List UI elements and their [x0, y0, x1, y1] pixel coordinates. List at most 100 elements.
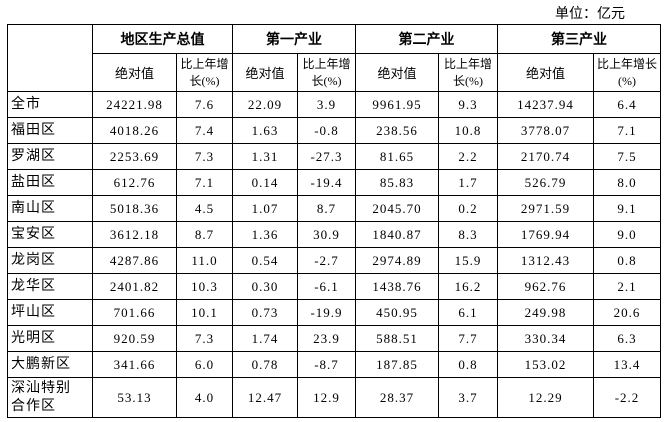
value-cell: -19.4	[297, 169, 356, 196]
value-cell: 8.7	[297, 195, 356, 222]
value-cell: 1769.94	[497, 221, 594, 248]
subheader: 绝对值	[355, 53, 439, 92]
value-cell: 4.5	[176, 195, 233, 222]
data-row: 龙华区 2401.82 10.3 0.30 -6.1 1438.76 16.2 962.76 2…	[7, 273, 661, 300]
value-cell: 0.78	[232, 351, 298, 378]
group-header: 第一产业	[232, 24, 356, 54]
value-cell: 12.47	[232, 377, 298, 418]
value-cell: 1.36	[232, 221, 298, 248]
region-cell: 大鹏新区	[7, 351, 93, 378]
data-row: 盐田区 612.76 7.1 0.14 -19.4 85.83 1.7 526.79 8.0	[7, 169, 661, 196]
value-cell: 3612.18	[92, 221, 177, 248]
data-row: 大鹏新区 341.66 6.0 0.78 -8.7 187.85 0.8 153.02 13.4	[7, 351, 661, 378]
value-cell: 23.9	[297, 325, 356, 352]
value-cell: 85.83	[355, 169, 439, 196]
region-name: 南山区	[11, 200, 56, 216]
value-cell: -2.7	[297, 247, 356, 274]
value-cell: 6.1	[438, 299, 498, 326]
value-cell: 2253.69	[92, 143, 177, 170]
value-cell: 187.85	[355, 351, 439, 378]
value-cell: 7.4	[176, 117, 233, 144]
value-cell: 962.76	[497, 273, 594, 300]
region-cell: 龙华区	[7, 273, 93, 300]
data-row: 宝安区 3612.18 8.7 1.36 30.9 1840.87 8.3 1769.94 9.…	[7, 221, 661, 248]
data-row: 罗湖区 2253.69 7.3 1.31 -27.3 81.65 2.2 2170.74 7.5	[7, 143, 661, 170]
value-cell: 341.66	[92, 351, 177, 378]
region-cell: 龙岗区	[7, 247, 93, 274]
header-row: 地区生产总值 第一产业 第二产业 第三产业	[7, 24, 661, 92]
value-cell: -0.8	[297, 117, 356, 144]
region-name: 宝安区	[11, 226, 56, 242]
value-cell: 1.74	[232, 325, 298, 352]
value-cell: 9961.95	[355, 91, 439, 118]
value-cell: 1.63	[232, 117, 298, 144]
data-row: 龙岗区 4287.86 11.0 0.54 -2.7 2974.89 15.9 1312.43…	[7, 247, 661, 274]
value-cell: 10.3	[176, 273, 233, 300]
value-cell: 4287.86	[92, 247, 177, 274]
value-cell: 8.3	[438, 221, 498, 248]
region-cell: 盐田区	[7, 169, 93, 196]
subheader: 绝对值	[92, 53, 177, 92]
value-cell: 11.0	[176, 247, 233, 274]
value-cell: 3.9	[297, 91, 356, 118]
value-cell: 249.98	[497, 299, 594, 326]
value-cell: 2971.59	[497, 195, 594, 222]
region-cell: 罗湖区	[7, 143, 93, 170]
value-cell: 12.9	[297, 377, 356, 418]
value-cell: 2.2	[438, 143, 498, 170]
value-cell: 238.56	[355, 117, 439, 144]
region-name: 光明区	[11, 330, 56, 346]
value-cell: 7.7	[438, 325, 498, 352]
value-cell: 2170.74	[497, 143, 594, 170]
region-name: 坪山区	[11, 304, 56, 320]
value-cell: 16.2	[438, 273, 498, 300]
value-cell: 0.2	[438, 195, 498, 222]
value-cell: 612.76	[92, 169, 177, 196]
region-cell: 坪山区	[7, 299, 93, 326]
value-cell: 1.7	[438, 169, 498, 196]
value-cell: -8.7	[297, 351, 356, 378]
value-cell: 1840.87	[355, 221, 439, 248]
value-cell: 701.66	[92, 299, 177, 326]
value-cell: 0.30	[232, 273, 298, 300]
value-cell: -27.3	[297, 143, 356, 170]
data-row: 全市 24221.98 7.6 22.09 3.9 9961.95 9.3 14237.94 6…	[7, 91, 661, 118]
value-cell: 0.8	[438, 351, 498, 378]
subheader: 比上年增长(%)	[176, 53, 233, 92]
value-cell: 9.0	[593, 221, 661, 248]
value-cell: 153.02	[497, 351, 594, 378]
value-cell: 12.29	[497, 377, 594, 418]
value-cell: 3.7	[438, 377, 498, 418]
value-cell: 2974.89	[355, 247, 439, 274]
region-name: 龙岗区	[11, 252, 56, 268]
value-cell: 8.0	[593, 169, 661, 196]
subheader-row: 绝对值 比上年增长(%) 绝对值 比上年增长(%) 绝对值 比上年增长(%) 绝对值 比上年增…	[8, 53, 661, 92]
value-cell: 2045.70	[355, 195, 439, 222]
value-cell: 0.54	[232, 247, 298, 274]
unit-label: 单位：亿元	[555, 7, 625, 22]
value-cell: 6.4	[593, 91, 661, 118]
value-cell: 6.0	[176, 351, 233, 378]
value-cell: 330.34	[497, 325, 594, 352]
data-row: 深汕特别合作区 53.13 4.0 12.47 12.9 28.37 3.7 12.29 -2.…	[7, 377, 661, 418]
value-cell: 10.8	[438, 117, 498, 144]
group-header: 第三产业	[497, 24, 661, 54]
value-cell: 30.9	[297, 221, 356, 248]
value-cell: 920.59	[92, 325, 177, 352]
value-cell: 450.95	[355, 299, 439, 326]
value-cell: 1.31	[232, 143, 298, 170]
region-cell: 宝安区	[7, 221, 93, 248]
value-cell: 0.14	[232, 169, 298, 196]
value-cell: 7.6	[176, 91, 233, 118]
corner-cell	[7, 24, 93, 92]
region-name: 罗湖区	[11, 148, 56, 164]
data-row: 南山区 5018.36 4.5 1.07 8.7 2045.70 0.2 2971.59 9.1	[7, 195, 661, 222]
region-cell: 光明区	[7, 325, 93, 352]
value-cell: 14237.94	[497, 91, 594, 118]
value-cell: 1438.76	[355, 273, 439, 300]
value-cell: -6.1	[297, 273, 356, 300]
data-row: 坪山区 701.66 10.1 0.73 -19.9 450.95 6.1 249.98 20.…	[7, 299, 661, 326]
value-cell: 53.13	[92, 377, 177, 418]
group-header: 第二产业	[355, 24, 498, 54]
